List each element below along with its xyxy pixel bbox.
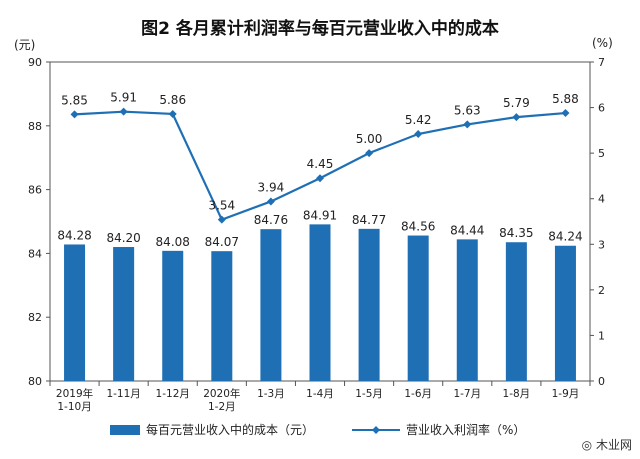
bar bbox=[211, 251, 233, 381]
bar-value-label: 84.56 bbox=[401, 220, 435, 234]
legend-line-label: 营业收入利润率（%） bbox=[406, 422, 525, 437]
left-axis-tick-label: 88 bbox=[28, 120, 42, 133]
bar bbox=[505, 242, 527, 381]
x-axis-category-label: 2020年 bbox=[203, 387, 240, 400]
line-value-label: 5.86 bbox=[159, 93, 186, 107]
bar bbox=[64, 244, 86, 381]
legend-bar-label: 每百元营业收入中的成本（元） bbox=[146, 422, 314, 437]
x-axis-category-label: 1-12月 bbox=[156, 388, 190, 400]
left-axis-tick-label: 84 bbox=[28, 247, 42, 260]
watermark: ◎ 木业网 bbox=[582, 436, 632, 453]
right-axis-unit: (%) bbox=[592, 36, 613, 50]
bar bbox=[260, 229, 282, 381]
x-axis-category-label: 1-9月 bbox=[552, 388, 580, 400]
line-value-label: 3.54 bbox=[208, 199, 235, 213]
x-axis-category-label: 1-3月 bbox=[257, 388, 285, 400]
right-axis-tick-label: 1 bbox=[598, 329, 605, 342]
line-value-label: 5.63 bbox=[454, 103, 481, 117]
bar-value-label: 84.08 bbox=[156, 235, 190, 249]
x-axis-category-label: 1-2月 bbox=[208, 401, 236, 413]
bar bbox=[358, 228, 380, 381]
left-axis-tick-label: 80 bbox=[28, 375, 42, 388]
bar-value-label: 84.44 bbox=[450, 223, 484, 237]
bar bbox=[113, 247, 135, 381]
bar bbox=[162, 250, 184, 381]
bar bbox=[456, 239, 478, 381]
bar bbox=[309, 224, 331, 381]
right-axis-tick-label: 5 bbox=[598, 147, 605, 160]
x-axis-category-label: 1-8月 bbox=[503, 388, 531, 400]
right-axis-tick-label: 4 bbox=[598, 193, 605, 206]
line-marker bbox=[512, 113, 521, 122]
left-axis-tick-label: 82 bbox=[28, 311, 42, 324]
x-axis-category-label: 1-10月 bbox=[57, 401, 91, 413]
right-axis-tick-label: 0 bbox=[598, 375, 605, 388]
line-value-label: 5.42 bbox=[405, 113, 432, 127]
watermark-text: 木业网 bbox=[595, 438, 632, 452]
bar-value-label: 84.28 bbox=[57, 228, 91, 242]
wechat-logo-icon: ◎ bbox=[581, 438, 593, 452]
bar-value-label: 84.91 bbox=[303, 208, 337, 222]
bar-value-label: 84.20 bbox=[106, 231, 140, 245]
bar-value-label: 84.77 bbox=[352, 213, 386, 227]
line-value-label: 5.00 bbox=[356, 132, 383, 146]
line-marker bbox=[316, 174, 324, 183]
line-value-label: 3.94 bbox=[258, 180, 285, 194]
bar-value-label: 84.07 bbox=[205, 235, 239, 249]
line-marker bbox=[414, 130, 423, 139]
right-axis-tick-label: 2 bbox=[598, 284, 605, 297]
line-value-label: 5.79 bbox=[503, 96, 530, 110]
line-marker bbox=[266, 197, 275, 206]
line-marker bbox=[463, 120, 472, 129]
bar bbox=[407, 235, 429, 381]
chart-title: 图2 各月累计利润率与每百元营业收入中的成本 bbox=[141, 19, 499, 39]
legend-bar-swatch bbox=[110, 425, 140, 435]
x-axis-category-label: 1-4月 bbox=[306, 388, 334, 400]
line-value-label: 5.91 bbox=[110, 91, 137, 105]
legend-line-marker bbox=[372, 426, 380, 434]
line-value-label: 5.88 bbox=[552, 92, 579, 106]
line-marker bbox=[561, 109, 570, 118]
line-marker bbox=[365, 149, 374, 158]
x-axis-category-label: 1-7月 bbox=[453, 388, 481, 400]
right-axis-tick-label: 7 bbox=[598, 56, 605, 69]
line-marker bbox=[217, 215, 226, 224]
x-axis-category-label: 1-11月 bbox=[106, 388, 140, 400]
x-axis-category-label: 2019年 bbox=[56, 387, 93, 400]
line-marker bbox=[70, 110, 79, 119]
bar-value-label: 84.24 bbox=[548, 230, 582, 244]
left-axis-tick-label: 90 bbox=[28, 56, 42, 69]
line-marker bbox=[168, 109, 177, 118]
bar bbox=[554, 245, 576, 381]
line-value-label: 4.45 bbox=[307, 157, 334, 171]
right-axis-tick-label: 6 bbox=[598, 102, 605, 115]
bar-value-label: 84.35 bbox=[499, 226, 533, 240]
left-axis-unit: (元) bbox=[14, 38, 36, 52]
right-axis-tick-label: 3 bbox=[598, 238, 605, 251]
line-marker bbox=[119, 107, 128, 116]
left-axis-tick-label: 86 bbox=[28, 184, 42, 197]
x-axis-category-label: 1-5月 bbox=[355, 388, 383, 400]
line-value-label: 5.85 bbox=[61, 93, 88, 107]
x-axis-category-label: 1-6月 bbox=[404, 388, 432, 400]
bar-value-label: 84.76 bbox=[254, 213, 288, 227]
